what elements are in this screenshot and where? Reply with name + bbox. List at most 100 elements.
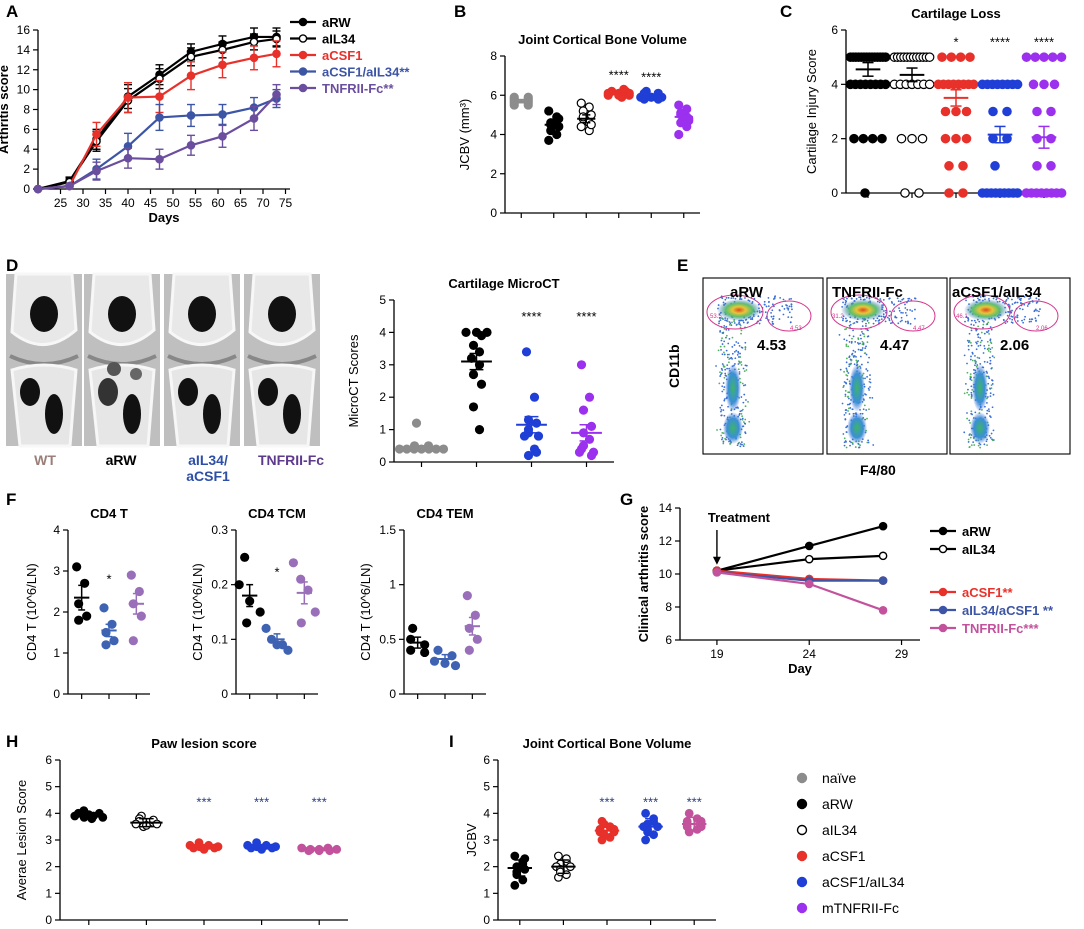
flow-event [861,343,864,346]
data-point [272,49,281,59]
flow-event [841,319,844,322]
flow-event [1016,320,1019,322]
flow-event [859,296,862,299]
flow-event [719,375,722,377]
flow-event [865,353,868,356]
flow-event [987,408,990,411]
flow-event [990,384,993,387]
chart-title: CD4 TEM [416,506,473,521]
flow-event [850,362,852,365]
microct-images [6,272,320,448]
flow-event [865,296,868,299]
flow-event [844,440,847,442]
flow-event [969,377,972,380]
flow-event [787,308,790,311]
flow-gate [830,294,888,330]
y-tick-label: 0 [221,687,228,701]
y-tick-label: 0 [379,455,386,469]
flow-event [842,317,845,320]
flow-event [850,340,853,343]
flow-event [723,398,726,401]
flow-event [974,355,976,357]
data-point [849,133,859,144]
flow-event [733,344,736,346]
flow-event [969,436,972,439]
flow-event [724,368,727,371]
data-point [261,623,271,634]
data-point [878,551,888,561]
data-point [1046,161,1056,171]
flow-event [879,298,882,300]
flow-event [868,408,870,411]
data-point [325,846,335,856]
flow-event [782,298,785,301]
y-tick-label: 4 [490,128,497,142]
flow-event [963,431,966,434]
flow-event [791,308,793,311]
data-point [860,188,870,198]
flow-event [866,369,869,372]
flow-event [988,410,991,413]
flow-event [846,370,849,373]
data-point [958,188,968,198]
flow-event [863,404,866,407]
flow-event [847,410,850,412]
flow-event [1007,297,1010,300]
flow-event [885,311,887,314]
flow-event [848,355,851,358]
y-axis-label: CD4 T (10^6/LN) [24,563,39,660]
data-point [533,431,544,441]
flow-event [787,316,790,319]
flow-event [861,412,864,415]
flow-event [771,322,774,325]
flow-event [747,321,749,324]
flow-event [725,325,728,328]
flow-event [977,444,980,447]
data-point [554,114,564,124]
flow-event [839,368,842,371]
flow-event [872,444,875,446]
flow-event [986,331,989,334]
data-point [940,133,951,144]
flow-event [967,441,970,443]
chart-title: Joint Cortical Bone Volume [523,736,692,751]
flow-event [907,297,910,300]
bone-shape [88,363,156,448]
flow-event [722,382,725,384]
flow-event [904,303,906,306]
flow-event [895,316,898,319]
y-axis-label: CD4 T (10^6/LN) [190,563,205,660]
flow-event [763,300,766,303]
flow-event [986,444,988,447]
flow-event [845,367,848,370]
flow-event [871,396,874,399]
legend-marker [796,772,808,784]
flow-event [790,305,793,308]
flow-event [989,436,992,439]
flow-event [989,348,992,351]
flow-event [850,441,853,444]
flow-event [967,319,970,322]
flow-event [909,309,912,311]
flow-event [854,446,857,448]
flow-event [977,336,980,339]
flow-event [853,322,856,324]
flow-event [859,342,861,345]
data-point [643,827,652,837]
flow-event [739,410,742,413]
y-tick-label: 5 [483,780,490,794]
flow-gate [890,300,936,332]
data-point [586,450,597,461]
flow-event [723,386,726,388]
legend-marker [938,544,948,554]
y-tick-label: 5 [45,780,52,794]
flow-event [1034,317,1037,320]
y-axis-label: Averae Lesion Score [14,780,29,900]
data-point [255,607,265,617]
legend-label: TNFRII-Fc*** [962,621,1040,636]
x-tick-label: 24 [803,647,817,661]
flow-event [763,303,766,306]
flow-event [893,303,896,306]
flow-event [719,319,722,322]
data-point [641,835,650,845]
